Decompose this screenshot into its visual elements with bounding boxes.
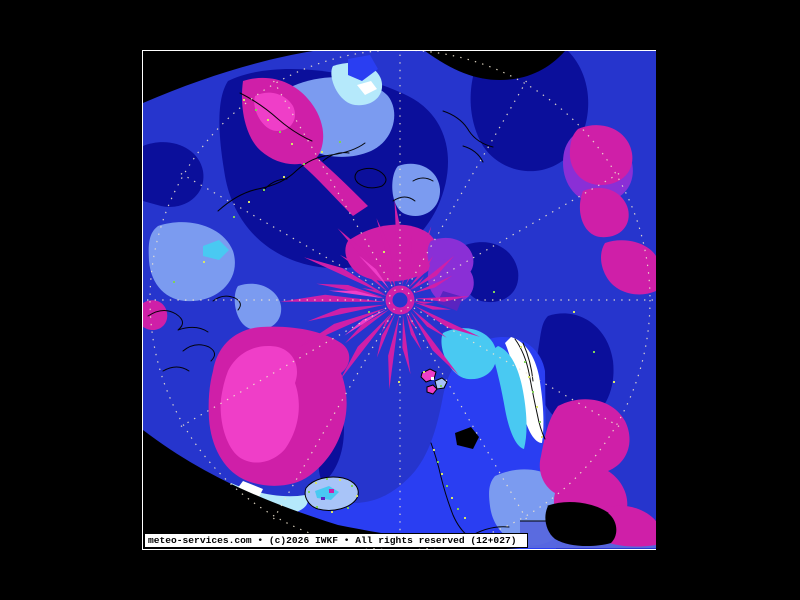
land-patches	[455, 427, 617, 547]
domain-cuts	[143, 51, 565, 549]
watermark: meteo-services.com • (c)2026 IWKF • All …	[144, 533, 528, 548]
ocean-region	[239, 337, 557, 549]
map-image	[143, 51, 656, 549]
greenland	[208, 326, 350, 516]
iceland	[304, 476, 359, 511]
magenta-regions	[143, 77, 656, 547]
weather-map: meteo-services.com • (c)2026 IWKF • All …	[142, 50, 656, 550]
graticule	[145, 51, 655, 549]
station-dots	[173, 99, 615, 519]
coast-fringe	[441, 328, 544, 449]
